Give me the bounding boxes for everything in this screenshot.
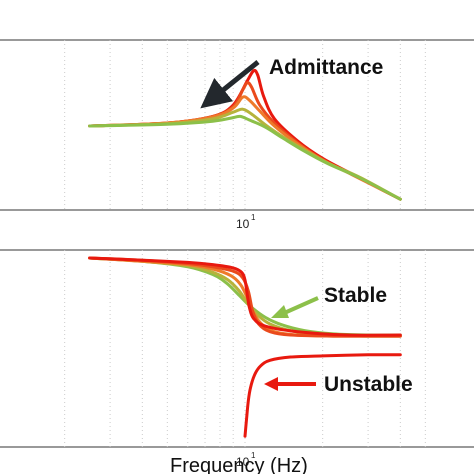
bottom-panel-grid (64, 250, 426, 447)
bottom-series-line-5 (88, 256, 402, 337)
bottom-x-tick-label: 10 1 (236, 451, 256, 469)
stable-arrow (281, 296, 319, 316)
admittance-annotation: Admittance (200, 56, 383, 109)
unstable-arrowhead (264, 377, 278, 391)
bottom-x-tick-exponent: 1 (251, 451, 256, 460)
stable-arrowhead (271, 305, 289, 318)
top-x-tick-label: 10 1 (236, 213, 256, 231)
admittance-label: Admittance (269, 56, 383, 79)
top-series-line-1 (88, 68, 402, 201)
bottom-series-line-6 (243, 353, 402, 438)
bottom-x-tick-base: 10 (236, 455, 250, 469)
top-series-line-5 (88, 114, 402, 201)
top-x-tick-base: 10 (236, 217, 250, 231)
top-x-tick-exponent: 1 (251, 213, 256, 222)
bottom-panel (0, 249, 474, 448)
stable-annotation: Stable (271, 284, 387, 318)
top-panel-series (88, 68, 402, 201)
top-panel (0, 39, 474, 211)
admittance-arrow (200, 60, 260, 109)
top-series-line-4 (88, 107, 402, 201)
bottom-panel-series (88, 256, 402, 438)
unstable-annotation: Unstable (264, 373, 413, 396)
unstable-label: Unstable (324, 373, 413, 396)
stable-label: Stable (324, 284, 387, 307)
x-axis-label: Frequency (Hz) (170, 455, 308, 474)
